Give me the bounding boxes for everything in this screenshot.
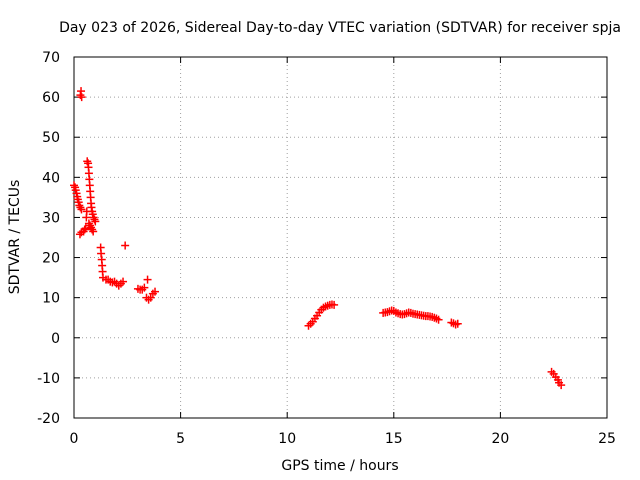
x-tick-label: 20 (491, 431, 509, 447)
plot-frame (73, 56, 608, 419)
data-point (453, 319, 462, 328)
x-tick-labels: 0 5 10 15 20 25 (70, 431, 616, 447)
data-point (140, 283, 149, 292)
data-point (89, 227, 98, 236)
data-point (121, 241, 130, 250)
x-tick-label: 0 (70, 431, 79, 447)
data-point (151, 287, 160, 296)
y-tick-label: 30 (42, 210, 60, 226)
axis-ticks (73, 56, 608, 419)
data-point (143, 275, 152, 284)
x-tick-label: 10 (278, 431, 296, 447)
data-points (70, 87, 566, 390)
x-tick-label: 25 (598, 431, 616, 447)
data-point (146, 293, 155, 302)
data-point (77, 205, 86, 214)
y-tick-label: 20 (42, 251, 60, 267)
x-tick-label: 5 (176, 431, 185, 447)
data-point (119, 277, 128, 286)
data-point (91, 217, 100, 226)
data-point (434, 315, 443, 324)
y-tick-label: 0 (51, 331, 60, 347)
chart-title: Day 023 of 2026, Sidereal Day-to-day VTE… (59, 20, 621, 36)
y-tick-label: -10 (37, 371, 60, 387)
data-point (77, 93, 86, 102)
data-point (81, 224, 90, 233)
y-tick-labels: -20 -10 0 10 20 30 40 50 60 70 (37, 50, 60, 427)
x-tick-label: 15 (385, 431, 403, 447)
y-axis-label: SDTVAR / TECUs (7, 180, 23, 295)
y-tick-label: 60 (42, 90, 60, 106)
y-tick-label: 40 (42, 170, 60, 186)
y-tick-label: -20 (37, 411, 60, 427)
y-tick-label: 10 (42, 291, 60, 307)
data-point (557, 381, 566, 390)
data-point (80, 225, 89, 234)
y-tick-label: 50 (42, 130, 60, 146)
data-point (330, 300, 339, 309)
grid-lines (74, 57, 607, 418)
x-axis-label: GPS time / hours (281, 458, 398, 474)
y-tick-label: 70 (42, 50, 60, 66)
